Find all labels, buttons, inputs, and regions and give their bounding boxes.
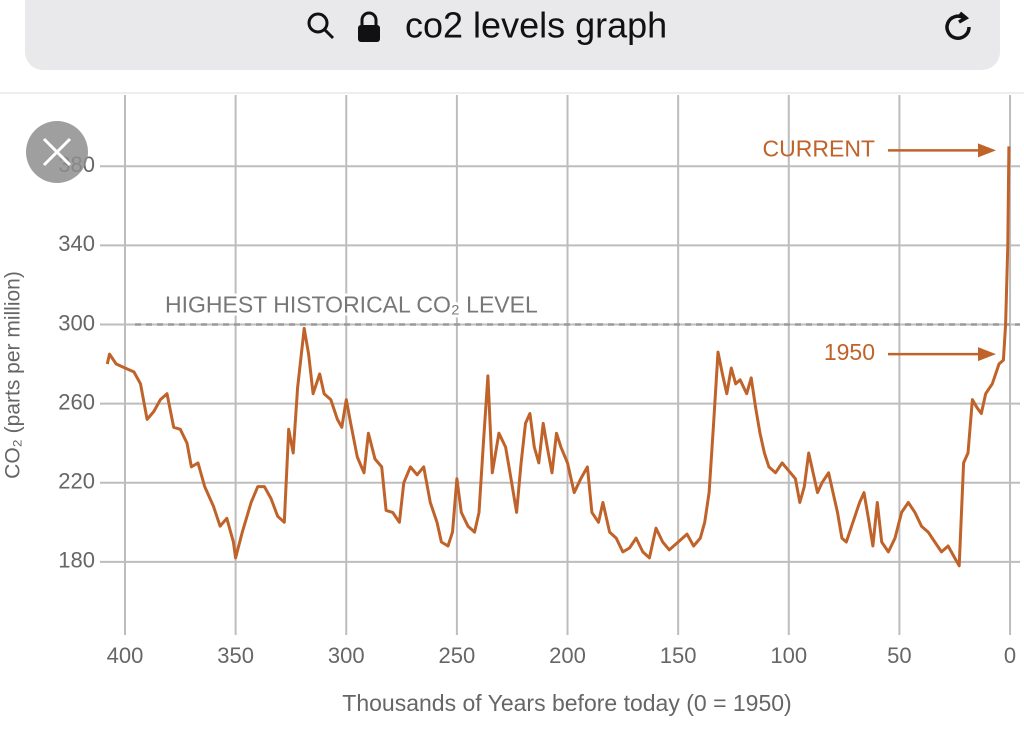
reference-label: HIGHEST HISTORICAL CO₂ LEVEL [165,292,538,318]
address-bar[interactable] [25,0,1000,70]
arrow-head [978,347,996,362]
x-tick-label: 0 [1004,643,1016,668]
arrow-head [978,143,996,158]
chart: 4003503002502001501005001802202603003403… [2,95,1020,716]
x-tick-label: 100 [770,643,807,668]
x-axis-title: Thousands of Years before today (0 = 195… [342,690,791,716]
y-tick-label: 180 [58,548,95,573]
search-icon [307,12,335,40]
y-tick-label: 340 [58,231,95,256]
close-button[interactable] [26,121,88,183]
x-tick-label: 300 [328,643,365,668]
data-line [105,146,1011,568]
y-tick-label: 220 [58,469,95,494]
annotation-label: CURRENT [763,135,875,161]
reload-button[interactable] [945,11,971,40]
x-tick-label: 250 [439,643,476,668]
annotation-label: 1950 [824,339,875,365]
lock-icon [358,11,380,42]
x-tick-label: 50 [887,643,911,668]
x-tick-label: 200 [549,643,586,668]
address-text: co2 levels graph [405,5,667,46]
y-tick-label: 300 [58,310,95,335]
x-tick-label: 150 [660,643,697,668]
x-tick-label: 350 [217,643,254,668]
x-tick-label: 400 [107,643,144,668]
y-tick-label: 260 [58,389,95,414]
y-axis-title: CO₂ (parts per million) [2,271,25,479]
